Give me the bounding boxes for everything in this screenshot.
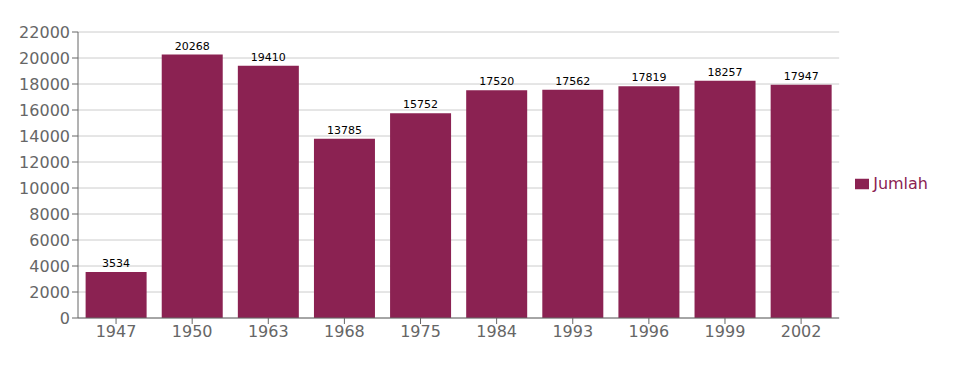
- svg-text:12000: 12000: [19, 153, 70, 172]
- svg-text:1975: 1975: [400, 322, 441, 341]
- svg-text:15752: 15752: [403, 98, 438, 111]
- svg-text:17947: 17947: [784, 70, 819, 83]
- svg-text:20000: 20000: [19, 49, 70, 68]
- svg-text:17520: 17520: [479, 75, 514, 88]
- svg-text:14000: 14000: [19, 127, 70, 146]
- svg-text:22000: 22000: [19, 23, 70, 42]
- svg-text:20268: 20268: [175, 40, 210, 53]
- html-text:Jumlah: Jumlah: [873, 173, 928, 193]
- svg-text:17562: 17562: [555, 75, 590, 88]
- svg-text:1999: 1999: [705, 322, 746, 341]
- svg-text:3534: 3534: [102, 257, 130, 270]
- svg-text:8000: 8000: [29, 205, 70, 224]
- svg-text:1996: 1996: [629, 322, 670, 341]
- svg-text:10000: 10000: [19, 179, 70, 198]
- svg-text:16000: 16000: [19, 101, 70, 120]
- svg-text:18000: 18000: [19, 75, 70, 94]
- svg-text:2002: 2002: [781, 322, 822, 341]
- svg-text:18257: 18257: [708, 66, 743, 79]
- svg-text:6000: 6000: [29, 231, 70, 250]
- svg-text:13785: 13785: [327, 124, 362, 137]
- svg-text:2000: 2000: [29, 283, 70, 302]
- svg-text:1984: 1984: [476, 322, 517, 341]
- svg-text:1963: 1963: [248, 322, 289, 341]
- svg-text:17819: 17819: [631, 71, 666, 84]
- svg-text:1947: 1947: [96, 322, 137, 341]
- svg-text:19410: 19410: [251, 51, 286, 64]
- svg-text:1950: 1950: [172, 322, 213, 341]
- svg-text:0: 0: [60, 309, 70, 328]
- svg-text:4000: 4000: [29, 257, 70, 276]
- svg-text:1993: 1993: [552, 322, 593, 341]
- svg-text:1968: 1968: [324, 322, 365, 341]
